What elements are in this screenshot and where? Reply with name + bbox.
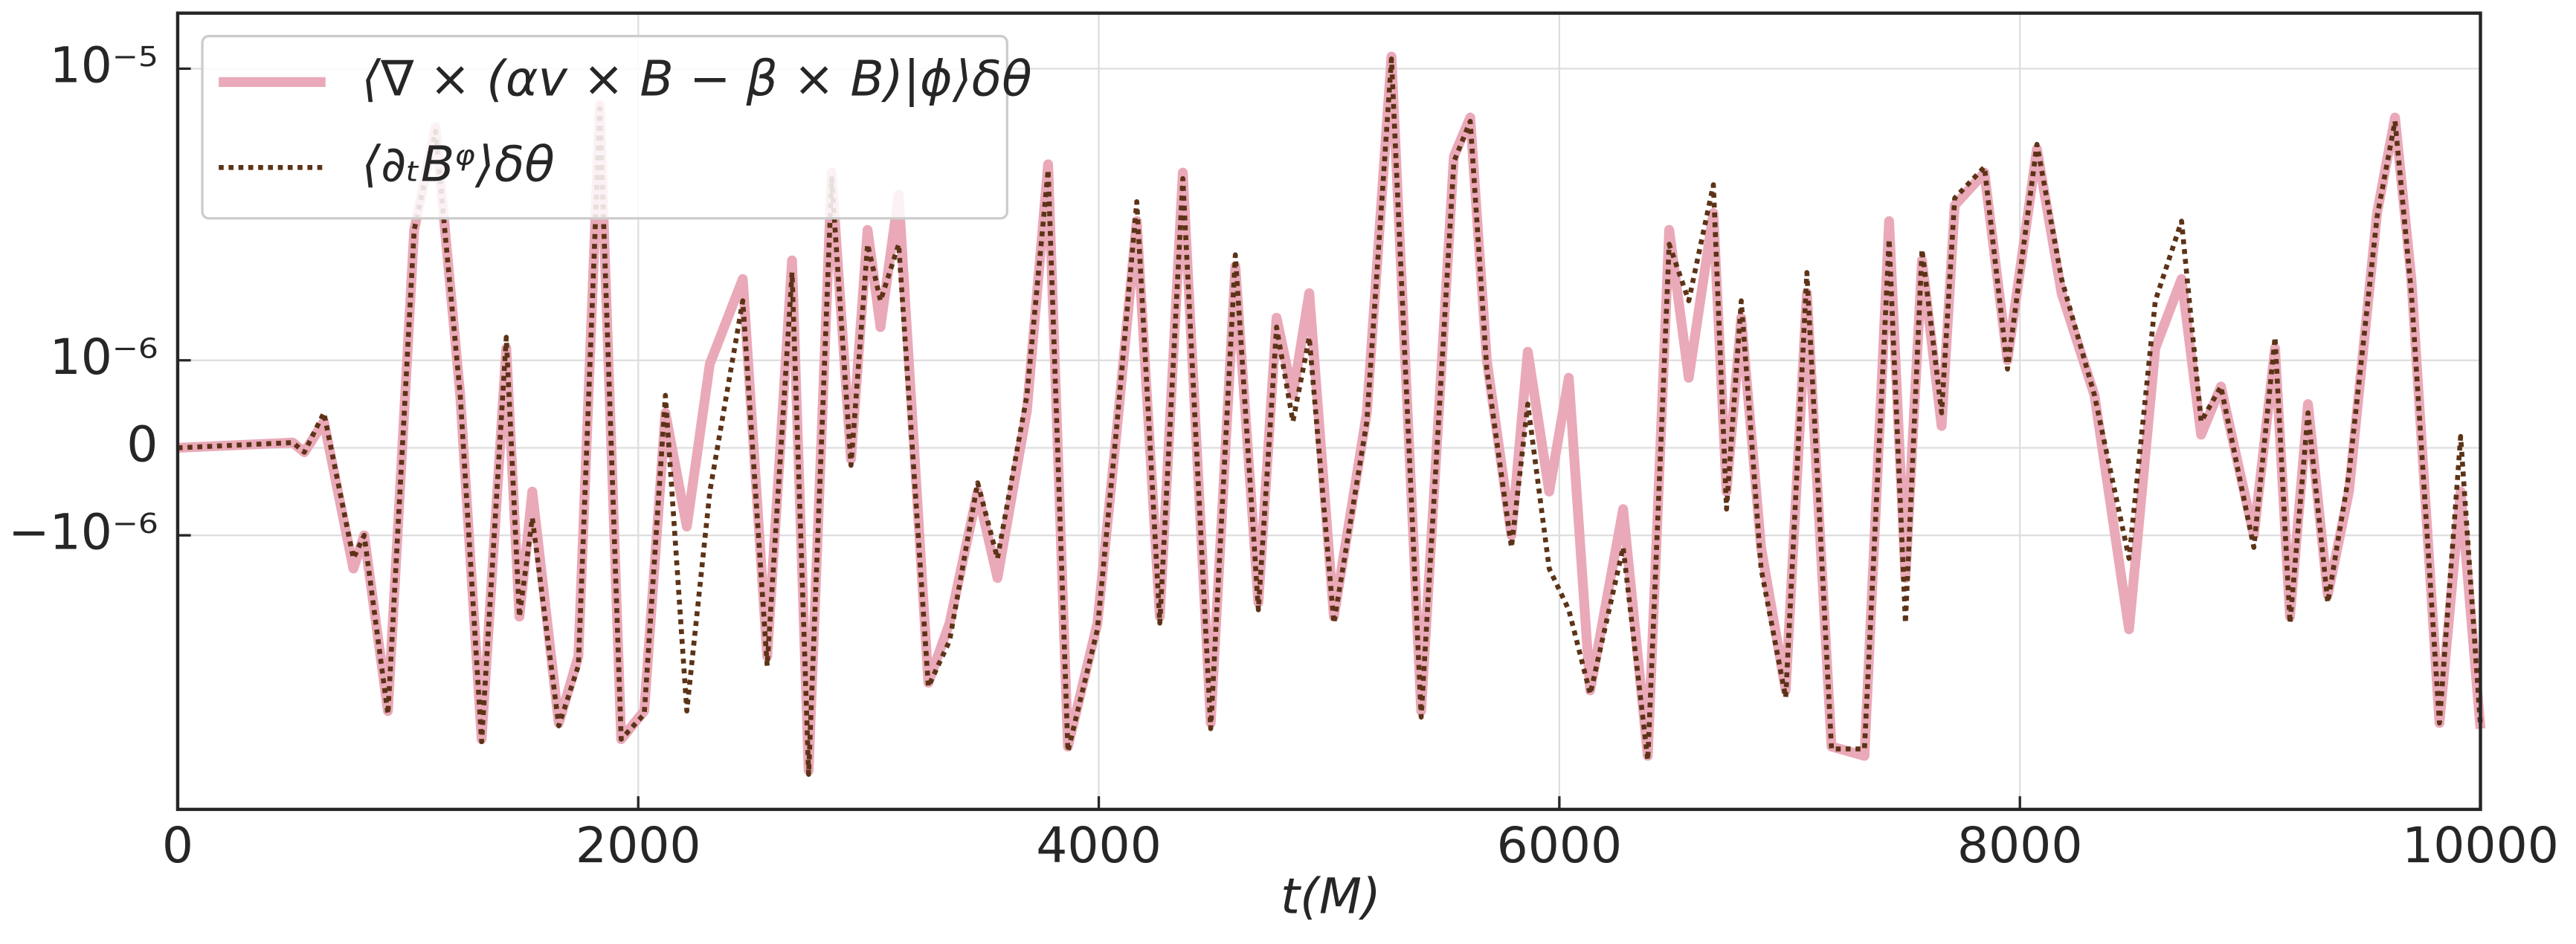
x-tick-label: 10000 bbox=[2402, 816, 2559, 874]
legend-label: ⟨∇ × (αv × B − β × B)|ϕ⟩δθ bbox=[361, 49, 1031, 107]
y-tick-label: 10⁻⁵ bbox=[50, 36, 158, 94]
y-tick-label: −10⁻⁶ bbox=[8, 502, 158, 560]
x-axis-label: t(M) bbox=[1281, 867, 1381, 925]
legend-box bbox=[201, 34, 1008, 220]
series-line bbox=[177, 56, 2483, 777]
x-tick-label: 0 bbox=[162, 816, 193, 874]
y-tick-label: 10⁻⁶ bbox=[50, 328, 158, 386]
plot-frame bbox=[176, 11, 2482, 812]
legend: ⟨∇ × (αv × B − β × B)|ϕ⟩δθ ⟨∂ₜBᵠ⟩δθ bbox=[201, 34, 1032, 220]
y-tick-label: 0 bbox=[126, 416, 158, 473]
x-tick-label: 6000 bbox=[1497, 816, 1623, 874]
x-tick-label: 2000 bbox=[576, 816, 701, 874]
x-tick-label: 4000 bbox=[1036, 816, 1162, 874]
x-tick-label: 8000 bbox=[1957, 816, 2083, 874]
legend-label: ⟨∂ₜBᵠ⟩δθ bbox=[361, 135, 555, 193]
